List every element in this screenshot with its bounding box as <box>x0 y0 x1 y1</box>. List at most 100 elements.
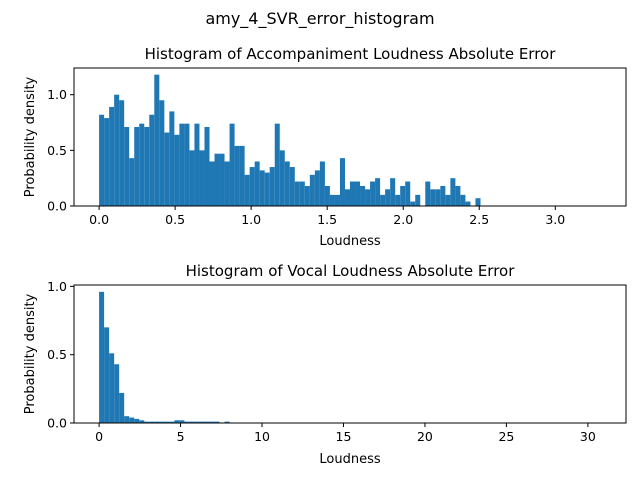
accompaniment-bar <box>259 170 265 206</box>
accompaniment-bar <box>189 150 195 206</box>
vocal-histogram: Histogram of Vocal Loudness Absolute Err… <box>23 262 627 467</box>
accompaniment-bar <box>229 123 235 206</box>
vocal-bar <box>209 421 215 423</box>
accompaniment-x-tick-label: 0.0 <box>89 212 109 227</box>
accompaniment-bar <box>309 174 315 206</box>
accompaniment-bar <box>289 167 295 206</box>
accompaniment-x-tick-label: 2.0 <box>393 212 413 227</box>
accompaniment-bar <box>164 132 170 206</box>
accompaniment-bar <box>109 106 115 206</box>
accompaniment-bar <box>319 161 325 206</box>
accompaniment-bar <box>114 94 120 206</box>
vocal-bar <box>139 420 145 423</box>
accompaniment-bar <box>344 189 350 206</box>
accompaniment-bar <box>475 198 481 206</box>
accompaniment-bar <box>445 194 451 206</box>
vocal-bar <box>184 421 190 423</box>
accompaniment-bar <box>339 158 345 206</box>
accompaniment-bar <box>455 185 461 206</box>
vocal-y-axis-label: Probability density <box>23 293 38 414</box>
accompaniment-bar <box>410 201 416 206</box>
accompaniment-y-axis: 0.0 0.5 1.0 <box>47 87 74 214</box>
vocal-bar <box>119 392 125 423</box>
accompaniment-bar <box>174 134 180 206</box>
vocal-bar <box>189 421 195 423</box>
vocal-bar <box>124 416 130 423</box>
vocal-bar <box>199 421 205 423</box>
accompaniment-bar <box>199 150 205 206</box>
accompaniment-histogram-bars <box>99 74 481 207</box>
accompaniment-bar <box>284 161 290 206</box>
accompaniment-bar <box>169 111 175 206</box>
vocal-x-tick-label: 5 <box>177 429 185 444</box>
vocal-y-tick-label: 0.0 <box>47 416 67 431</box>
accompaniment-bar <box>450 178 456 206</box>
accompaniment-bar <box>264 172 270 206</box>
vocal-histogram-title: Histogram of Vocal Loudness Absolute Err… <box>186 262 516 280</box>
accompaniment-bar <box>334 194 340 206</box>
accompaniment-bar <box>204 126 210 206</box>
accompaniment-bar <box>224 161 230 206</box>
accompaniment-bar <box>154 74 160 207</box>
vocal-bar <box>104 327 110 423</box>
accompaniment-bar <box>425 181 431 206</box>
accompaniment-bar <box>209 161 215 206</box>
accompaniment-bar <box>405 181 411 206</box>
vocal-bar <box>154 421 160 423</box>
vocal-x-tick-label: 10 <box>254 429 270 444</box>
vocal-bar <box>129 417 135 423</box>
accompaniment-histogram-title: Histogram of Accompaniment Loudness Abso… <box>145 45 557 63</box>
vocal-bar <box>194 421 200 423</box>
accompaniment-bar <box>159 100 165 206</box>
accompaniment-bar <box>350 181 356 206</box>
vocal-y-axis: 0.0 0.5 1.0 <box>47 279 74 431</box>
accompaniment-bar <box>390 178 396 206</box>
vocal-bar <box>99 291 105 423</box>
figure-suptitle: amy_4_SVR_error_histogram <box>205 9 434 29</box>
vocal-bar <box>214 421 220 423</box>
vocal-x-tick-label: 30 <box>580 429 596 444</box>
vocal-bar <box>169 421 175 423</box>
accompaniment-histogram: Histogram of Accompaniment Loudness Abso… <box>23 45 627 249</box>
accompaniment-bar <box>415 194 421 206</box>
accompaniment-bar <box>279 150 285 206</box>
accompaniment-bar <box>249 167 255 206</box>
accompaniment-bar <box>254 161 260 206</box>
accompaniment-bar <box>124 126 130 206</box>
accompaniment-x-axis: 0.0 0.5 1.0 1.5 2.0 2.5 3.0 <box>89 206 565 227</box>
accompaniment-bar <box>99 114 105 206</box>
accompaniment-bar <box>460 194 466 206</box>
accompaniment-bar <box>430 189 436 206</box>
accompaniment-bar <box>400 185 406 206</box>
accompaniment-x-tick-label: 3.0 <box>545 212 565 227</box>
accompaniment-bar <box>380 194 386 206</box>
accompaniment-bar <box>144 126 150 206</box>
vocal-y-tick-label: 1.0 <box>47 279 67 294</box>
accompaniment-bar <box>244 174 250 206</box>
accompaniment-bar <box>214 153 220 206</box>
accompaniment-y-axis-label: Probability density <box>23 76 38 197</box>
accompaniment-bar <box>385 189 391 206</box>
vocal-x-tick-label: 20 <box>417 429 433 444</box>
accompaniment-bar <box>129 158 135 206</box>
accompaniment-bar <box>304 185 310 206</box>
accompaniment-bar <box>234 145 240 206</box>
accompaniment-bar <box>239 145 245 206</box>
accompaniment-bar <box>370 181 376 206</box>
vocal-bar <box>204 421 210 423</box>
accompaniment-bar <box>440 185 446 206</box>
vocal-bar <box>144 421 150 423</box>
vocal-plot-frame <box>73 284 627 424</box>
accompaniment-bar <box>104 118 110 206</box>
accompaniment-bar <box>179 123 185 206</box>
vocal-bar <box>224 421 230 423</box>
accompaniment-bar <box>299 181 305 206</box>
accompaniment-bar <box>395 194 401 206</box>
vocal-bar <box>109 353 115 423</box>
accompaniment-bar <box>269 167 275 206</box>
accompaniment-bar <box>360 185 366 206</box>
vocal-bar <box>134 418 140 423</box>
accompaniment-bar <box>274 123 280 206</box>
vocal-bar <box>179 420 185 423</box>
